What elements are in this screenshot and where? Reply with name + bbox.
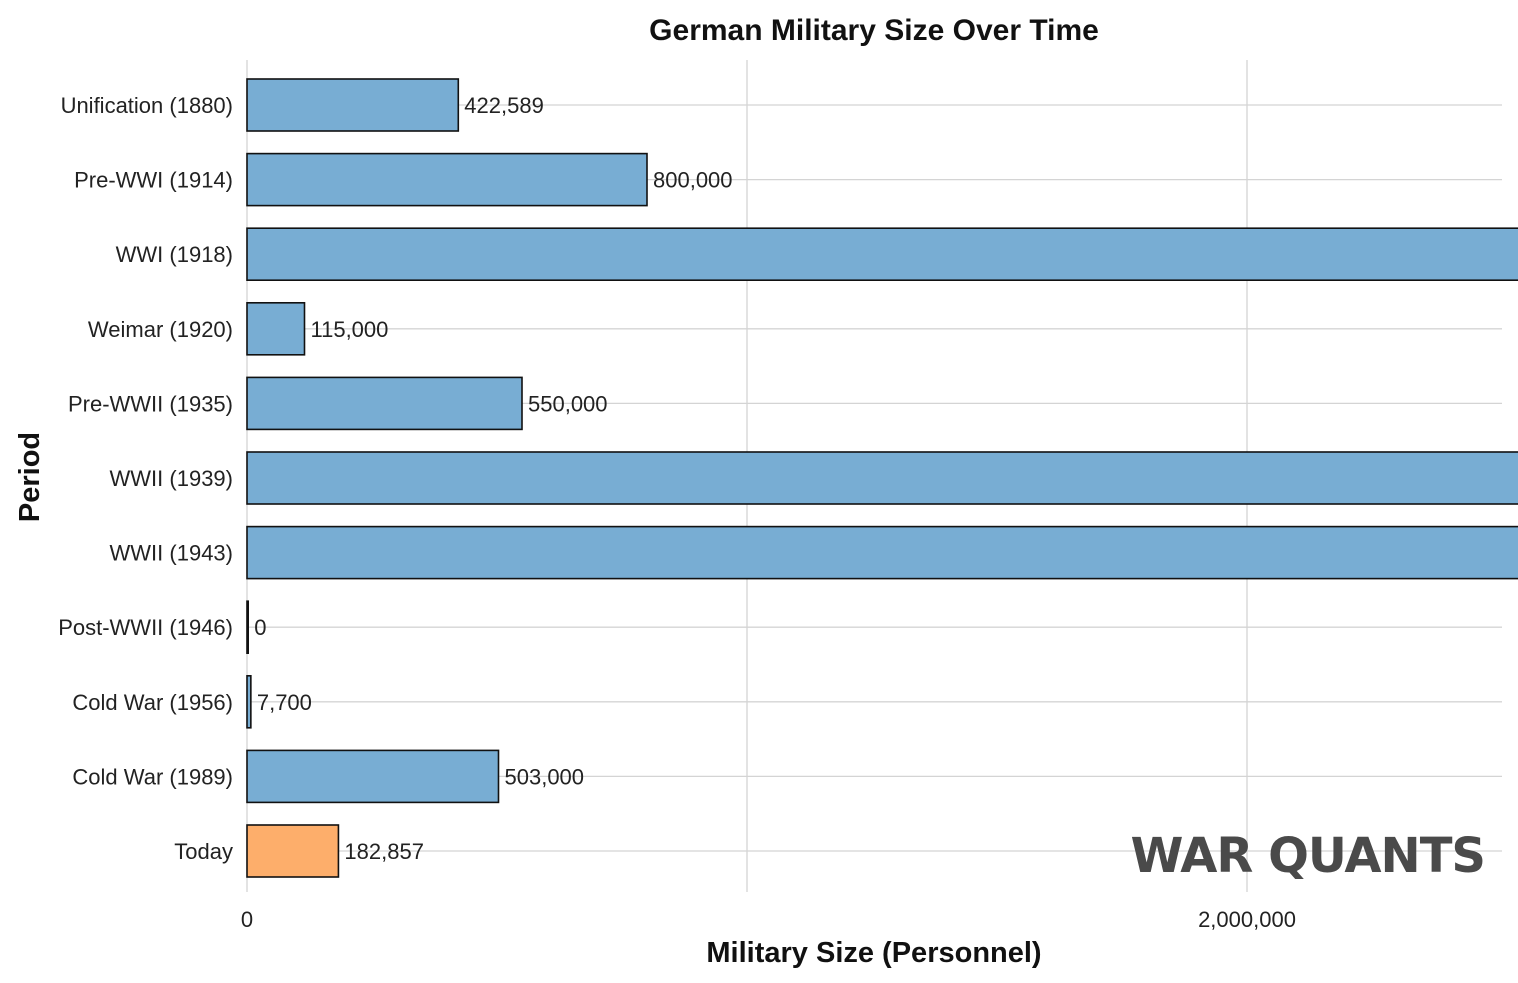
category-label: Pre-WWI (1914) — [74, 168, 233, 193]
data-label: 7,700 — [257, 690, 312, 715]
category-label: Cold War (1956) — [72, 690, 233, 715]
y-axis-title: Period — [14, 432, 46, 522]
bar-pre-wwi-1914 — [246, 152, 648, 207]
bar-post-wwii-1946 — [246, 600, 250, 655]
bar-weimar-1920 — [246, 301, 306, 356]
bars — [246, 78, 1518, 878]
data-label: 550,000 — [528, 391, 608, 416]
bar-pre-wwii-1935 — [246, 376, 523, 431]
bar-cold-war-1956 — [246, 674, 252, 729]
bar-cold-war-1989 — [246, 749, 500, 804]
data-label: 800,000 — [653, 168, 733, 193]
category-label: WWI (1918) — [116, 242, 233, 267]
bar-wwi-1918 — [246, 227, 1518, 281]
data-label: 182,857 — [344, 839, 424, 864]
category-label: WWII (1943) — [110, 541, 233, 566]
bar-wwii-1939 — [246, 451, 1518, 505]
bar-today — [246, 824, 340, 878]
bar-wwii-1943 — [246, 525, 1518, 580]
category-label: WWII (1939) — [110, 466, 233, 491]
category-label: Pre-WWII (1935) — [68, 391, 233, 416]
data-labels: 422,589800,0003,800,000115,000550,0003,7… — [254, 93, 733, 864]
x-tick-label: 2,000,000 — [1198, 907, 1296, 932]
category-label: Cold War (1989) — [72, 764, 233, 789]
chart-title: German Military Size Over Time — [649, 14, 1099, 47]
category-label: Post-WWII (1946) — [58, 615, 233, 640]
category-label: Today — [174, 839, 233, 864]
x-tick-label: 0 — [241, 907, 253, 932]
category-label: Weimar (1920) — [88, 317, 233, 342]
category-axis: Unification (1880) Pre-WWI (1914) WWI (191… — [58, 93, 233, 864]
data-label: 422,589 — [464, 93, 544, 118]
category-label: Unification (1880) — [61, 93, 233, 118]
data-label: 503,000 — [505, 764, 585, 789]
x-axis-title: Military Size (Personnel) — [706, 937, 1041, 969]
watermark-logo: WAR QUANTS — [1130, 828, 1485, 884]
data-label: 115,000 — [311, 317, 389, 342]
data-label: 0 — [254, 615, 266, 640]
value-axis: 02,000,0004,000,0006,000,000 — [241, 907, 1296, 932]
bar-unification-1880 — [246, 78, 460, 132]
